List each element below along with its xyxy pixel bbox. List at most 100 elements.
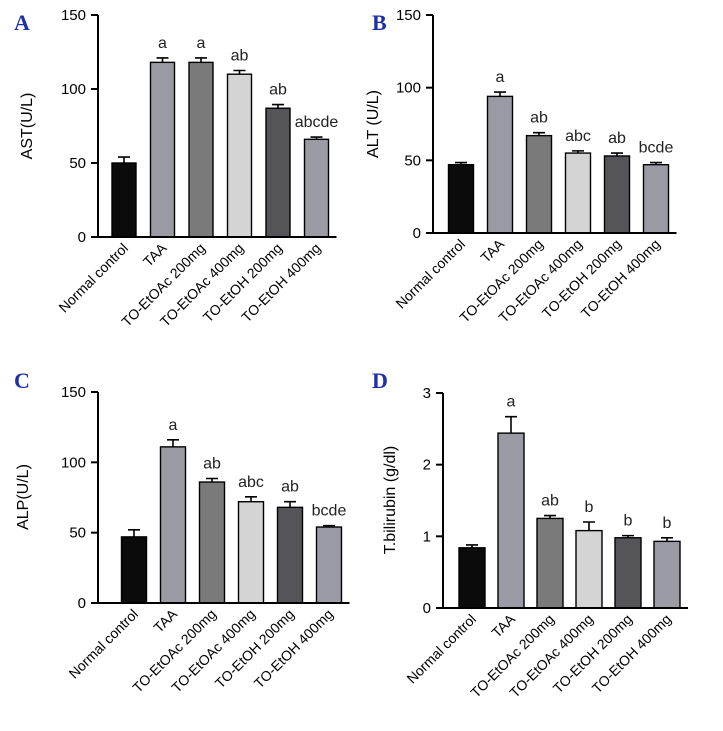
bar bbox=[603, 155, 631, 234]
bar bbox=[458, 547, 486, 609]
bar bbox=[614, 537, 642, 609]
bar bbox=[149, 61, 176, 238]
significance-label: ab bbox=[541, 493, 559, 510]
y-tick-label: 3 bbox=[423, 385, 431, 402]
y-tick-label: 1 bbox=[423, 528, 431, 545]
error-bar bbox=[118, 156, 130, 163]
panel-letter: A bbox=[14, 10, 30, 35]
category-label: Normal control bbox=[403, 611, 479, 687]
bar bbox=[447, 163, 475, 234]
error-bar bbox=[533, 131, 545, 136]
error-bar bbox=[156, 57, 169, 63]
panel-letter: D bbox=[372, 368, 388, 393]
error-bar bbox=[544, 514, 556, 519]
bar bbox=[159, 446, 187, 604]
error-bar bbox=[622, 534, 634, 538]
significance-label: ab bbox=[530, 110, 548, 127]
error-bar bbox=[245, 495, 257, 502]
category-label: TAA bbox=[477, 235, 507, 265]
y-tick-label: 150 bbox=[396, 7, 421, 24]
error-bar bbox=[572, 150, 584, 154]
bar bbox=[642, 163, 670, 234]
significance-label: bcde bbox=[639, 140, 674, 157]
bar bbox=[276, 506, 304, 604]
error-bar bbox=[284, 500, 296, 508]
bar bbox=[198, 481, 226, 604]
significance-label: abc bbox=[565, 128, 591, 145]
y-axis-title: ALP(U/L) bbox=[15, 464, 32, 530]
significance-label: bcde bbox=[312, 503, 347, 520]
error-bar bbox=[505, 415, 517, 434]
panel-letter: C bbox=[14, 368, 30, 393]
significance-label: abc bbox=[238, 474, 264, 491]
bar bbox=[315, 526, 343, 604]
significance-label: a bbox=[496, 69, 505, 86]
error-bar bbox=[128, 529, 140, 537]
significance-label: a bbox=[507, 394, 516, 411]
category-label: Normal control bbox=[55, 240, 131, 316]
bar bbox=[120, 536, 148, 604]
significance-label: ab bbox=[269, 82, 287, 99]
y-tick-label: 0 bbox=[413, 225, 421, 242]
significance-label: abcde bbox=[295, 114, 339, 131]
significance-label: ab bbox=[608, 130, 626, 147]
y-tick-label: 100 bbox=[61, 81, 86, 98]
y-axis-title: AST(U/L) bbox=[19, 93, 36, 160]
bar bbox=[303, 138, 330, 238]
error-bar bbox=[167, 439, 179, 447]
significance-label: ab bbox=[203, 456, 221, 473]
category-label: TAA bbox=[488, 610, 518, 640]
bar bbox=[265, 107, 291, 238]
y-axis-title: ALT (U/L) bbox=[365, 90, 382, 158]
chart-panel-d: DT.bilirubin (g/dl)Normal controlaTAAabT… bbox=[372, 368, 688, 701]
bar bbox=[525, 134, 553, 234]
category-label: Normal control bbox=[392, 236, 468, 312]
y-axis-title: T.bilirubin (g/dl) bbox=[382, 446, 399, 554]
bar bbox=[226, 73, 253, 238]
significance-label: ab bbox=[231, 48, 249, 65]
bar bbox=[486, 95, 514, 234]
y-tick-label: 0 bbox=[78, 595, 86, 612]
error-bar bbox=[494, 91, 506, 97]
significance-label: b bbox=[585, 499, 594, 516]
bar bbox=[497, 432, 525, 609]
bar bbox=[564, 152, 592, 234]
error-bar bbox=[466, 544, 478, 548]
y-tick-label: 50 bbox=[69, 525, 86, 542]
error-bar bbox=[650, 161, 662, 165]
y-tick-label: 100 bbox=[61, 454, 86, 471]
error-bar bbox=[272, 103, 284, 109]
significance-label: b bbox=[624, 513, 633, 530]
bar bbox=[111, 162, 137, 238]
category-label: Normal control bbox=[65, 606, 141, 682]
error-bar bbox=[583, 521, 595, 531]
error-bar bbox=[233, 69, 246, 75]
error-bar bbox=[661, 536, 673, 542]
error-bar bbox=[455, 161, 467, 165]
y-tick-label: 50 bbox=[69, 155, 86, 172]
error-bar bbox=[310, 136, 323, 140]
category-label: TAA bbox=[140, 239, 170, 269]
significance-label: a bbox=[158, 35, 167, 52]
error-bar bbox=[611, 152, 623, 156]
bar bbox=[188, 61, 214, 238]
y-tick-label: 50 bbox=[404, 152, 421, 169]
significance-label: b bbox=[663, 515, 672, 532]
bar bbox=[237, 501, 265, 604]
y-tick-label: 0 bbox=[78, 229, 86, 246]
y-tick-label: 100 bbox=[396, 80, 421, 97]
bar bbox=[536, 517, 564, 609]
significance-label: a bbox=[197, 35, 206, 52]
bar bbox=[575, 529, 603, 609]
significance-label: a bbox=[169, 417, 178, 434]
panel-letter: B bbox=[372, 10, 387, 35]
y-tick-label: 0 bbox=[423, 600, 431, 617]
y-tick-label: 2 bbox=[423, 457, 431, 474]
category-label: TAA bbox=[150, 605, 180, 635]
error-bar bbox=[206, 477, 218, 483]
y-tick-label: 150 bbox=[61, 384, 86, 401]
error-bar bbox=[195, 57, 207, 63]
